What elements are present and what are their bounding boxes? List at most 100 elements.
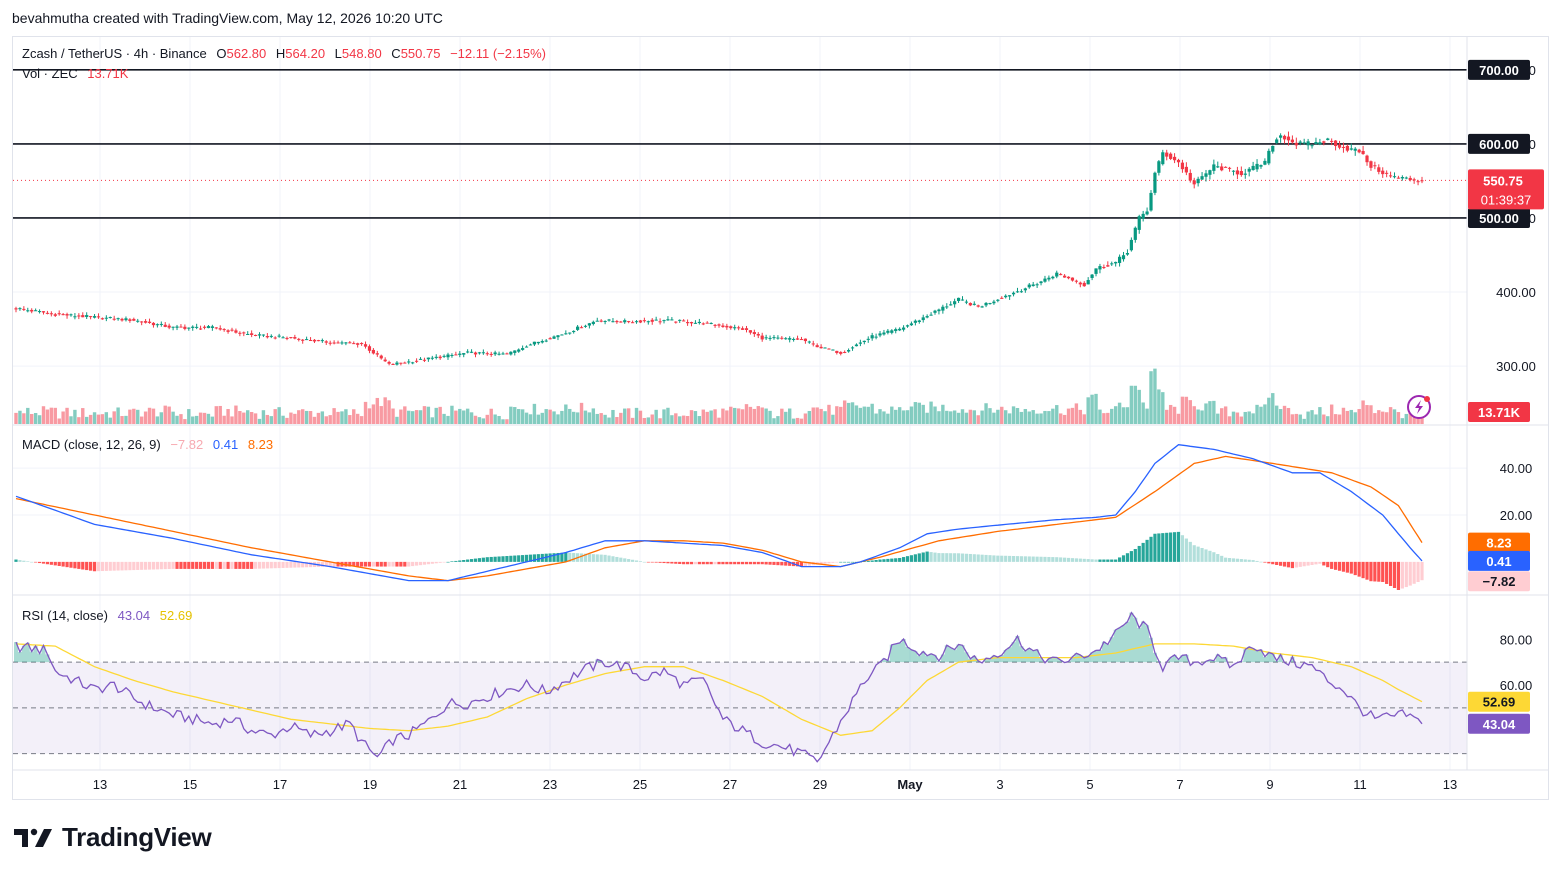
macd-histogram-bar xyxy=(1031,556,1035,562)
candle-body xyxy=(544,340,548,342)
volume-bar xyxy=(183,419,187,424)
time-axis-label: 21 xyxy=(453,777,467,792)
volume-bar xyxy=(662,409,666,424)
macd-signal-line xyxy=(15,455,1423,582)
macd-label[interactable]: MACD (close, 12, 26, 9) xyxy=(22,437,161,452)
candle-body xyxy=(53,314,57,316)
candle-body xyxy=(466,351,470,353)
candle-body xyxy=(81,315,85,318)
candle-body xyxy=(886,330,890,333)
volume-bar xyxy=(913,402,918,424)
macd-histogram-bar xyxy=(662,561,666,564)
macd-histogram-bar xyxy=(458,560,462,562)
macd-histogram-bar xyxy=(917,553,921,562)
macd-histogram-bar xyxy=(497,556,501,562)
candle-body xyxy=(666,319,670,321)
candle-body xyxy=(273,337,277,339)
macd-histogram-bar xyxy=(1149,536,1153,562)
macd-histogram-bar xyxy=(768,561,772,565)
rsi-label[interactable]: RSI (14, close) xyxy=(22,608,108,623)
flash-icon[interactable] xyxy=(1407,395,1431,419)
macd-histogram-bar xyxy=(513,555,517,562)
candle-body xyxy=(1000,297,1004,299)
volume-bar xyxy=(175,415,179,424)
candle-body xyxy=(430,357,434,359)
tradingview-logo[interactable]: TradingView xyxy=(14,822,212,853)
volume-bar xyxy=(764,408,768,424)
volume-bar xyxy=(1172,406,1177,424)
volume-bar xyxy=(1322,414,1326,424)
macd-histogram-bar xyxy=(356,561,360,567)
volume-bar xyxy=(819,408,823,424)
volume-badge: 13.71K xyxy=(1468,402,1530,422)
symbol-label[interactable]: Zcash / TetherUS · 4h · Binance xyxy=(22,46,207,61)
macd-histogram-bar xyxy=(128,561,132,571)
macd-histogram-bar xyxy=(57,561,61,566)
candle-body xyxy=(835,350,839,353)
candle-body xyxy=(776,337,780,339)
volume-bar xyxy=(14,412,18,424)
candle-body xyxy=(238,332,242,334)
candle-body xyxy=(1306,141,1310,146)
volume-bar xyxy=(1157,389,1161,424)
macd-hist-badge: −7.82 xyxy=(1468,571,1530,592)
macd-histogram-bar xyxy=(1369,561,1373,582)
candle-body xyxy=(992,301,996,304)
candle-body xyxy=(933,310,937,313)
volume-bar xyxy=(520,409,525,424)
volume-bar xyxy=(226,409,230,424)
candle-body xyxy=(324,341,328,343)
candle-body xyxy=(528,344,533,346)
macd-signal-badge-text: 8.23 xyxy=(1486,536,1511,551)
macd-histogram-bar xyxy=(1286,561,1291,568)
volume-bar xyxy=(1000,406,1004,424)
volume-bar xyxy=(497,415,501,424)
volume-bar xyxy=(1117,402,1122,424)
volume-bar xyxy=(88,414,93,424)
volume-bar xyxy=(399,409,403,424)
volume-bar xyxy=(438,406,442,424)
macd-histogram-bar xyxy=(1337,561,1342,571)
macd-histogram-bar xyxy=(1239,559,1243,562)
macd-histogram-bar xyxy=(619,557,623,562)
macd-histogram-bar xyxy=(642,561,646,563)
volume-bar xyxy=(167,406,171,424)
candle-body xyxy=(1322,141,1326,143)
volume-bar xyxy=(960,409,965,424)
macd-histogram-bar xyxy=(332,561,336,567)
candle-body xyxy=(1216,166,1220,168)
macd-histogram-bar xyxy=(654,561,658,563)
candle-body xyxy=(77,315,81,317)
candle-body xyxy=(733,327,737,329)
volume-bar xyxy=(1113,406,1118,424)
volume-bar xyxy=(591,408,596,424)
volume-bar xyxy=(26,407,30,424)
candle-body xyxy=(1404,177,1408,179)
volume-bar xyxy=(701,409,705,424)
volume-bar xyxy=(854,405,859,424)
macd-histogram-bar xyxy=(697,561,701,565)
volume-bar xyxy=(803,413,808,424)
candle-body xyxy=(1392,176,1397,178)
volume-label[interactable]: Vol · ZEC xyxy=(22,66,78,81)
candle-body xyxy=(1385,172,1389,174)
candle-body xyxy=(1153,172,1157,193)
candle-body xyxy=(709,322,713,324)
candle-body xyxy=(297,338,301,340)
macd-histogram-bar xyxy=(1298,561,1302,567)
candle-body xyxy=(136,320,140,322)
candle-body xyxy=(30,309,34,312)
candle-body xyxy=(1208,170,1212,175)
candle-body xyxy=(819,346,823,349)
candle-body xyxy=(1011,292,1016,295)
macd-histogram-bar xyxy=(1172,532,1177,562)
volume-bar xyxy=(831,414,835,424)
volume-bar xyxy=(772,418,776,424)
macd-histogram-bar xyxy=(1059,557,1063,562)
candle-body xyxy=(1169,153,1173,159)
macd-histogram-bar xyxy=(933,552,937,562)
candle-body xyxy=(956,297,961,301)
volume-bar xyxy=(1278,409,1283,424)
volume-bar xyxy=(1051,408,1055,424)
